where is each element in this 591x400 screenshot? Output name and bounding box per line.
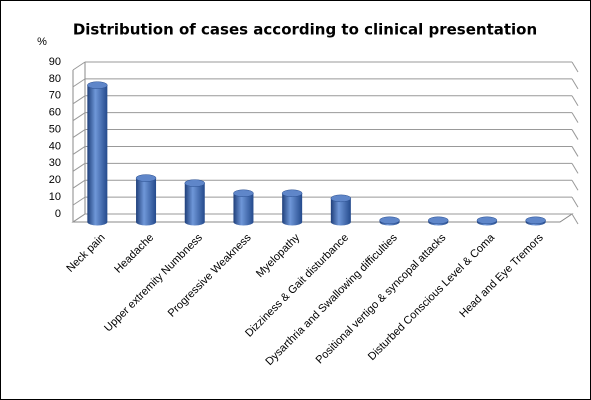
y-axis-label: % bbox=[37, 36, 47, 48]
grid-line bbox=[571, 78, 579, 90]
grid-line bbox=[571, 196, 579, 208]
grid-line bbox=[72, 213, 86, 223]
grid-line bbox=[72, 162, 86, 172]
bar bbox=[379, 216, 400, 226]
y-tick-label: 80 bbox=[49, 73, 61, 85]
grid-line bbox=[72, 179, 86, 189]
y-tick-label: 10 bbox=[49, 191, 61, 203]
grid-line bbox=[571, 179, 579, 191]
grid-line bbox=[72, 196, 86, 206]
chart-title: Distribution of cases according to clini… bbox=[73, 21, 537, 39]
y-tick-label: 50 bbox=[49, 123, 61, 135]
bar bbox=[184, 179, 205, 226]
grid-line bbox=[571, 95, 579, 107]
grid-line bbox=[571, 129, 579, 140]
grid-line bbox=[571, 213, 579, 225]
y-tick-label: 70 bbox=[49, 90, 61, 102]
grid-line bbox=[72, 129, 86, 138]
grid-line bbox=[72, 78, 86, 88]
bar bbox=[428, 216, 449, 226]
y-tick-label: 30 bbox=[49, 157, 61, 169]
y-tick-label: 90 bbox=[49, 56, 61, 68]
grid-line bbox=[571, 163, 579, 174]
bar bbox=[135, 174, 157, 226]
grid-line bbox=[72, 95, 86, 105]
grid-line bbox=[571, 61, 579, 73]
y-tick-label: 0 bbox=[55, 208, 61, 220]
grid-line bbox=[72, 112, 86, 122]
y-tick-label: 60 bbox=[49, 107, 61, 119]
bar bbox=[281, 189, 303, 226]
bar bbox=[525, 216, 546, 226]
bar bbox=[476, 216, 498, 226]
bar bbox=[330, 194, 352, 226]
y-tick-label: 40 bbox=[49, 140, 61, 152]
grid-line bbox=[72, 61, 86, 71]
bar bbox=[87, 81, 108, 226]
grid-line bbox=[72, 146, 86, 155]
grid-line bbox=[571, 146, 579, 157]
bar bbox=[233, 189, 254, 226]
y-tick-label: 20 bbox=[49, 174, 61, 186]
grid-line bbox=[571, 112, 579, 123]
